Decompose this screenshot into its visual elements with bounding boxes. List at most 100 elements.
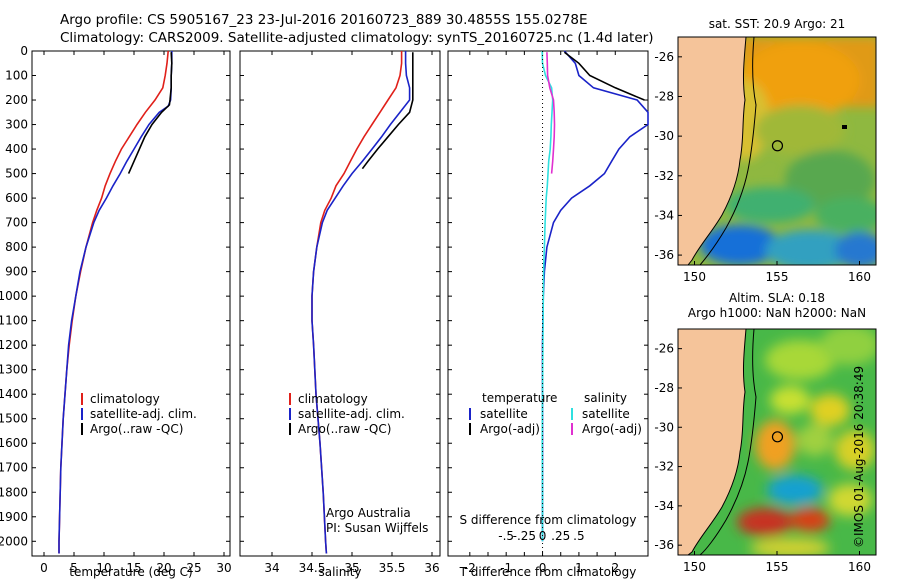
depth-tick-label: 1000 — [0, 289, 28, 303]
depth-tick-label: 300 — [5, 118, 28, 132]
s-tick-label: 0 — [539, 529, 547, 543]
depth-tick-label: 1500 — [0, 412, 28, 426]
depth-tick-label: 1900 — [0, 510, 28, 524]
depth-tick-label: 100 — [5, 69, 28, 83]
map-y-tick-label: -26 — [654, 50, 674, 64]
depth-tick-label: 1300 — [0, 363, 28, 377]
legend-group-title: salinity — [584, 391, 627, 405]
depth-tick-label: 500 — [5, 167, 28, 181]
legend-label: climatology — [298, 392, 368, 406]
map-y-tick-label: -34 — [654, 499, 674, 513]
map-x-tick-label: 155 — [766, 560, 789, 574]
depth-tick-label: 2000 — [0, 534, 28, 548]
legend-label: satellite-adj. clim. — [90, 407, 197, 421]
series-line-temperature-argo-adj- — [563, 51, 645, 101]
figure-header-line-1: Argo profile: CS 5905167_23 23-Jul-2016 … — [60, 12, 588, 28]
x-tick-label: 30 — [216, 561, 231, 575]
map-title: sat. SST: 20.9 Argo: 21 — [709, 17, 846, 31]
x-tick-label: 0 — [539, 561, 547, 575]
x-axis-label-temperature: temperature (deg C) — [69, 565, 192, 579]
plot-frame-difference — [447, 50, 649, 557]
depth-tick-label: 900 — [5, 265, 28, 279]
map-title: Argo h1000: NaN h2000: NaN — [688, 306, 866, 320]
map-y-tick-label: -34 — [654, 208, 674, 222]
argo-australia-label: Argo Australia — [326, 506, 411, 520]
series-line-argo-raw-qc- — [127, 52, 173, 174]
x-tick-label: 15 — [126, 561, 141, 575]
series-line-salinity-argo-adj- — [546, 52, 556, 174]
map-y-tick-label: -36 — [654, 248, 674, 262]
legend-label: Argo(-adj) — [582, 422, 642, 436]
imos-credit: ©IMOS 01-Aug-2016 20:38:49 — [852, 365, 866, 548]
legend-label: satellite — [582, 407, 630, 421]
x-tick-label: 5 — [70, 561, 78, 575]
legend-label: Argo(..raw -QC) — [298, 422, 391, 436]
x-tick-label: 25 — [186, 561, 201, 575]
depth-tick-label: 1700 — [0, 461, 28, 475]
legend-label: climatology — [90, 392, 160, 406]
x-axis-label-difference: T difference from climatology — [459, 565, 637, 579]
map-x-tick-label: 150 — [683, 560, 706, 574]
map-x-tick-label: 150 — [683, 270, 706, 284]
x-tick-label: 10 — [96, 561, 111, 575]
s-tick-label: .25 — [551, 529, 570, 543]
map-y-tick-label: -32 — [654, 460, 674, 474]
x-tick-label: 34 — [264, 561, 279, 575]
series-line-salinity-satellite — [541, 50, 554, 542]
map-y-tick-label: -30 — [654, 129, 674, 143]
map-y-tick-label: -28 — [654, 381, 674, 395]
figure-header-line-2: Climatology: CARS2009. Satellite-adjuste… — [60, 30, 654, 46]
sst-map-imagery — [678, 37, 876, 265]
s-tick-label: -.5 — [498, 529, 514, 543]
legend-group-title: temperature — [482, 391, 557, 405]
map-x-tick-label: 160 — [848, 560, 871, 574]
depth-tick-label: 1800 — [0, 485, 28, 499]
depth-tick-label: 700 — [5, 216, 28, 230]
x-tick-label: 35.5 — [379, 561, 406, 575]
x-tick-label: 2 — [611, 561, 619, 575]
plot-frame-temperature — [31, 50, 231, 557]
x-tick-label: 20 — [156, 561, 171, 575]
legend-label: Argo(-adj) — [480, 422, 540, 436]
argo-position-marker — [771, 431, 784, 443]
series-line-argo-raw-qc- — [361, 52, 414, 170]
x-tick-label: 35 — [344, 561, 359, 575]
x-tick-label: 1 — [575, 561, 583, 575]
x-tick-label: -2 — [464, 561, 476, 575]
map-x-tick-label: 160 — [848, 270, 871, 284]
legend-label: satellite — [480, 407, 528, 421]
map-y-tick-label: -30 — [654, 420, 674, 434]
s-axis-label: S difference from climatology — [460, 513, 637, 527]
series-line-temperature-satellite — [541, 50, 649, 542]
depth-tick-label: 0 — [20, 44, 28, 58]
map-title: Altim. SLA: 0.18 — [729, 291, 825, 305]
x-axis-label-salinity: salinity — [318, 565, 361, 579]
map-y-tick-label: -28 — [654, 89, 674, 103]
map-y-tick-label: -26 — [654, 342, 674, 356]
depth-tick-label: 400 — [5, 142, 28, 156]
s-tick-label: .5 — [573, 529, 584, 543]
map-x-tick-label: 155 — [766, 270, 789, 284]
depth-tick-label: 600 — [5, 191, 28, 205]
s-tick-label: -.25 — [513, 529, 536, 543]
depth-tick-label: 1200 — [0, 338, 28, 352]
legend-label: satellite-adj. clim. — [298, 407, 405, 421]
legend-label: Argo(..raw -QC) — [90, 422, 183, 436]
plot-frame-salinity — [239, 50, 441, 557]
x-tick-label: -1 — [500, 561, 512, 575]
x-tick-label: 34.5 — [299, 561, 326, 575]
depth-tick-label: 800 — [5, 240, 28, 254]
map-y-tick-label: -32 — [654, 169, 674, 183]
depth-tick-label: 1600 — [0, 436, 28, 450]
x-tick-label: 0 — [40, 561, 48, 575]
depth-tick-label: 200 — [5, 93, 28, 107]
map-y-tick-label: -36 — [654, 538, 674, 552]
x-tick-label: 36 — [424, 561, 439, 575]
series-line-satellite-adj-clim- — [58, 51, 173, 554]
depth-tick-label: 1100 — [0, 314, 28, 328]
pi-label: PI: Susan Wijffels — [326, 521, 428, 535]
argo-position-marker — [771, 140, 784, 152]
series-line-satellite-adj-clim- — [311, 51, 411, 554]
depth-tick-label: 1400 — [0, 387, 28, 401]
